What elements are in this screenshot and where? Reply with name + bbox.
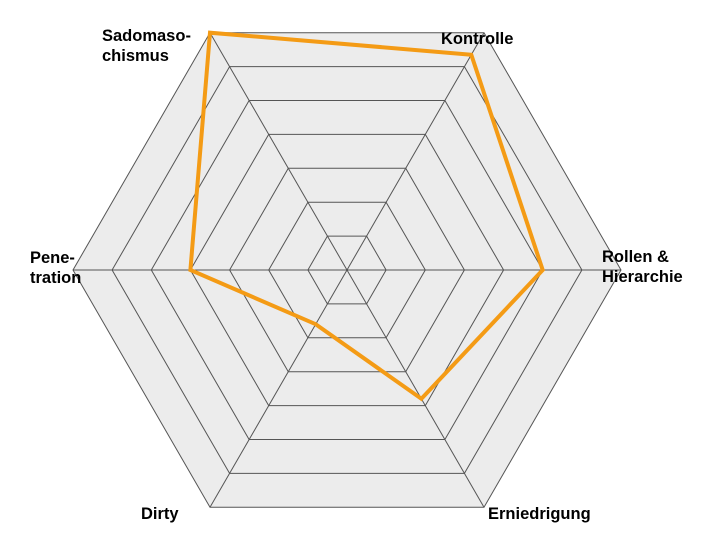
axis-label-sadomasochismus: Sadomaso- chismus (102, 27, 191, 65)
axis-label-dirty: Dirty (141, 505, 179, 523)
radar-series (188, 30, 545, 402)
axis-label-penetration: Pene- tration (30, 249, 82, 287)
spoke-0 (346, 32, 485, 271)
series-line-0 (188, 30, 545, 402)
axis-label-rollen-hierarchie: Rollen & Hierarchie (602, 248, 683, 286)
axis-label-kontrolle: Kontrolle (441, 30, 514, 48)
spoke-2 (346, 269, 485, 508)
spoke-3 (209, 269, 348, 508)
radar-spokes (73, 32, 621, 508)
axis-label-erniedrigung: Erniedrigung (488, 505, 591, 523)
spoke-5 (209, 32, 348, 271)
